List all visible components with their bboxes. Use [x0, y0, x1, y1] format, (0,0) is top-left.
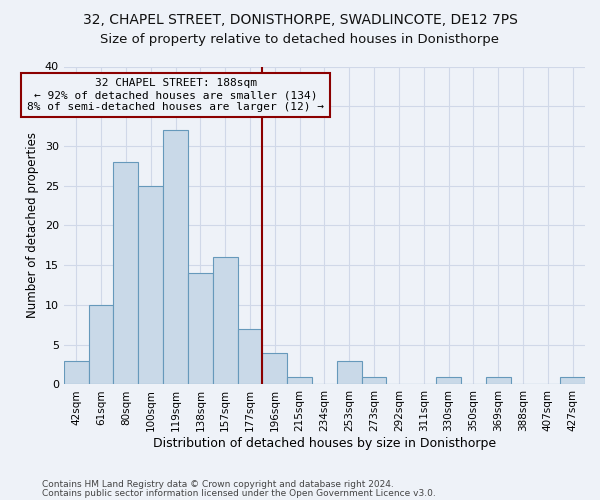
Y-axis label: Number of detached properties: Number of detached properties: [26, 132, 40, 318]
Bar: [89, 305, 113, 384]
X-axis label: Distribution of detached houses by size in Donisthorpe: Distribution of detached houses by size …: [153, 437, 496, 450]
Text: Contains HM Land Registry data © Crown copyright and database right 2024.: Contains HM Land Registry data © Crown c…: [42, 480, 394, 489]
Text: Size of property relative to detached houses in Donisthorpe: Size of property relative to detached ho…: [101, 32, 499, 46]
Bar: [139, 186, 163, 384]
Bar: [486, 376, 511, 384]
Bar: [436, 376, 461, 384]
Text: 32 CHAPEL STREET: 188sqm
← 92% of detached houses are smaller (134)
8% of semi-d: 32 CHAPEL STREET: 188sqm ← 92% of detach…: [27, 78, 324, 112]
Bar: [337, 360, 362, 384]
Bar: [238, 329, 262, 384]
Text: 32, CHAPEL STREET, DONISTHORPE, SWADLINCOTE, DE12 7PS: 32, CHAPEL STREET, DONISTHORPE, SWADLINC…: [83, 12, 517, 26]
Bar: [188, 273, 213, 384]
Text: Contains public sector information licensed under the Open Government Licence v3: Contains public sector information licen…: [42, 488, 436, 498]
Bar: [213, 258, 238, 384]
Bar: [560, 376, 585, 384]
Bar: [163, 130, 188, 384]
Bar: [362, 376, 386, 384]
Bar: [64, 360, 89, 384]
Bar: [287, 376, 312, 384]
Bar: [113, 162, 139, 384]
Bar: [262, 352, 287, 384]
